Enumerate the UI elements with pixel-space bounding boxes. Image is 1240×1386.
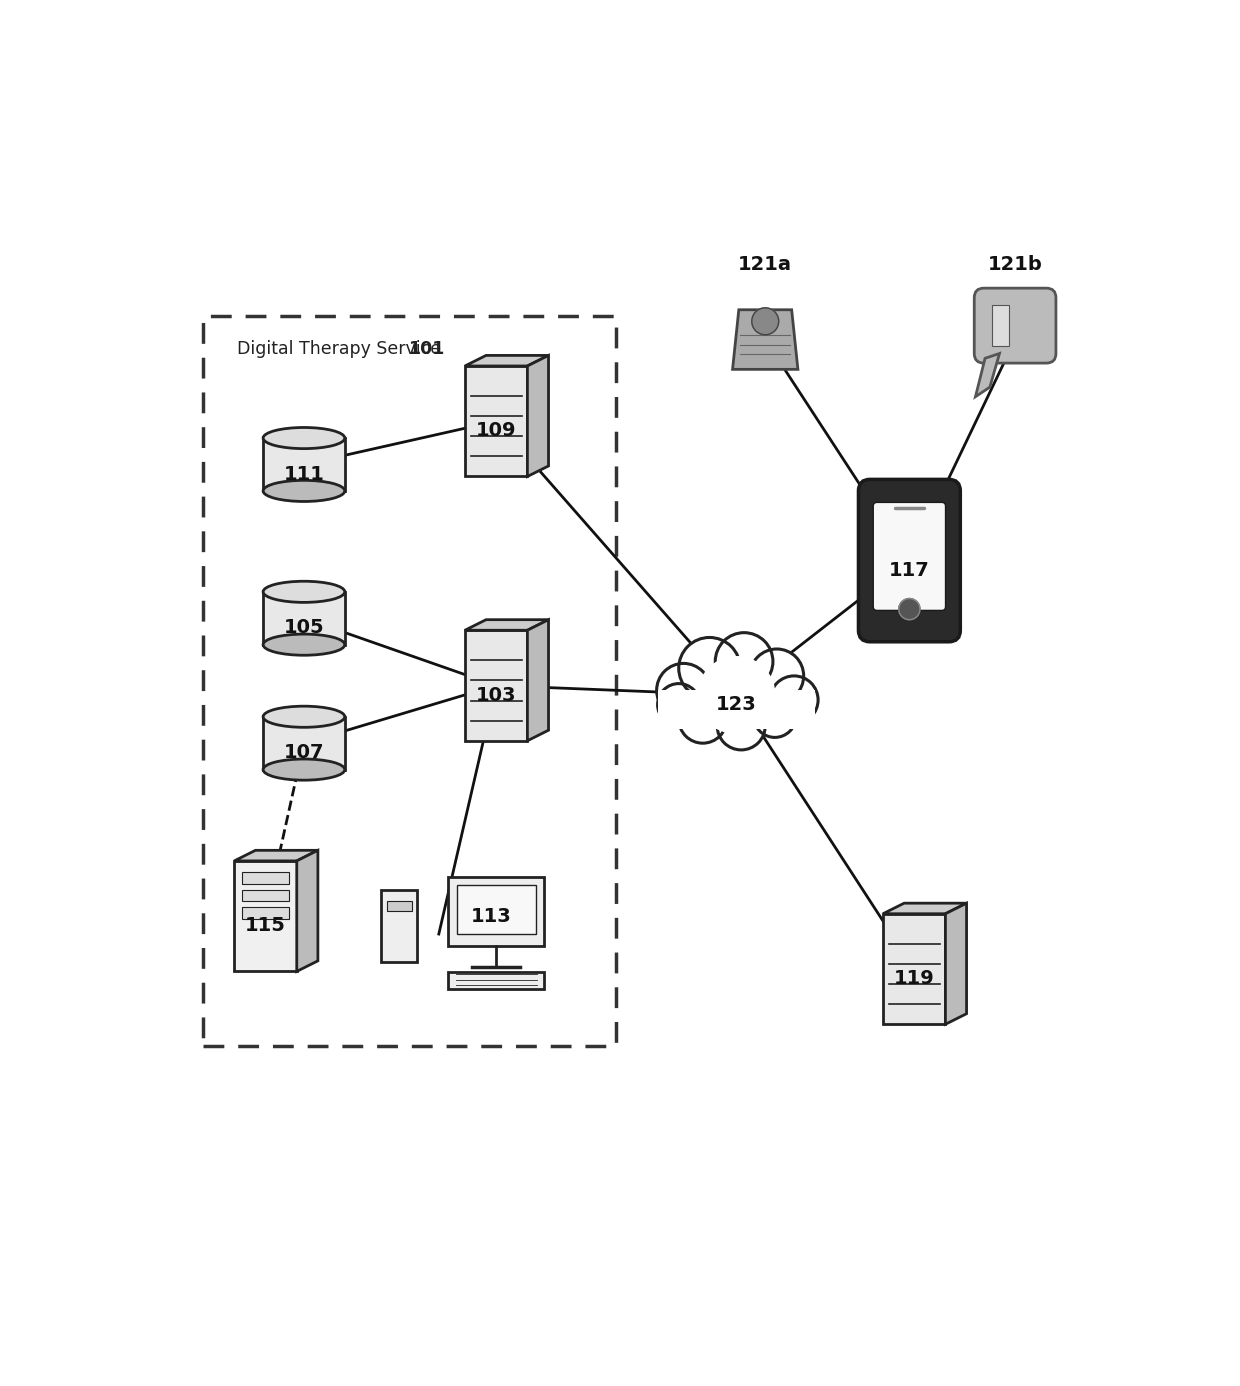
Polygon shape xyxy=(527,620,548,740)
Ellipse shape xyxy=(263,635,345,656)
Ellipse shape xyxy=(263,707,345,728)
Circle shape xyxy=(657,683,699,726)
Polygon shape xyxy=(527,355,548,477)
Bar xyxy=(465,366,527,477)
Text: Digital Therapy Service: Digital Therapy Service xyxy=(237,340,446,358)
Polygon shape xyxy=(883,904,966,913)
Ellipse shape xyxy=(263,760,345,780)
Bar xyxy=(883,913,945,1024)
Bar xyxy=(465,631,527,740)
Bar xyxy=(203,316,616,1046)
Bar xyxy=(381,890,418,962)
Text: 105: 105 xyxy=(284,618,325,638)
Bar xyxy=(263,438,345,491)
Text: 121b: 121b xyxy=(988,255,1043,274)
Ellipse shape xyxy=(263,427,345,449)
Ellipse shape xyxy=(263,581,345,603)
Text: 107: 107 xyxy=(284,743,324,762)
Bar xyxy=(242,890,289,901)
Bar xyxy=(242,872,289,884)
Bar xyxy=(448,972,544,990)
Circle shape xyxy=(899,599,920,620)
Polygon shape xyxy=(465,620,548,631)
Circle shape xyxy=(770,676,818,723)
Text: 111: 111 xyxy=(284,464,325,484)
Polygon shape xyxy=(465,355,548,366)
Bar xyxy=(456,884,536,934)
Circle shape xyxy=(657,664,711,717)
Bar xyxy=(448,877,544,947)
Bar xyxy=(263,717,345,769)
Bar xyxy=(263,592,345,644)
Circle shape xyxy=(754,696,796,737)
Circle shape xyxy=(715,632,773,690)
Polygon shape xyxy=(234,851,317,861)
Text: 121a: 121a xyxy=(738,255,792,274)
Circle shape xyxy=(678,638,740,699)
Circle shape xyxy=(751,308,779,335)
Circle shape xyxy=(750,649,804,703)
Text: 123: 123 xyxy=(715,696,756,714)
Polygon shape xyxy=(945,904,966,1024)
Bar xyxy=(242,906,289,919)
Text: 101: 101 xyxy=(408,340,444,358)
Bar xyxy=(992,305,1009,345)
Bar xyxy=(657,690,815,729)
Bar xyxy=(387,901,412,911)
Text: 113: 113 xyxy=(471,906,512,926)
Polygon shape xyxy=(976,353,999,396)
Bar xyxy=(234,861,296,972)
FancyBboxPatch shape xyxy=(858,480,960,642)
Text: 109: 109 xyxy=(476,421,516,441)
Text: 115: 115 xyxy=(246,916,286,936)
Ellipse shape xyxy=(263,481,345,502)
Polygon shape xyxy=(733,309,797,369)
Text: 117: 117 xyxy=(889,561,930,579)
Text: 119: 119 xyxy=(894,969,935,988)
Circle shape xyxy=(717,701,765,750)
Circle shape xyxy=(678,696,727,743)
FancyBboxPatch shape xyxy=(873,502,946,610)
Text: 103: 103 xyxy=(476,686,516,704)
FancyBboxPatch shape xyxy=(975,288,1056,363)
Circle shape xyxy=(698,657,775,733)
Polygon shape xyxy=(296,851,317,972)
